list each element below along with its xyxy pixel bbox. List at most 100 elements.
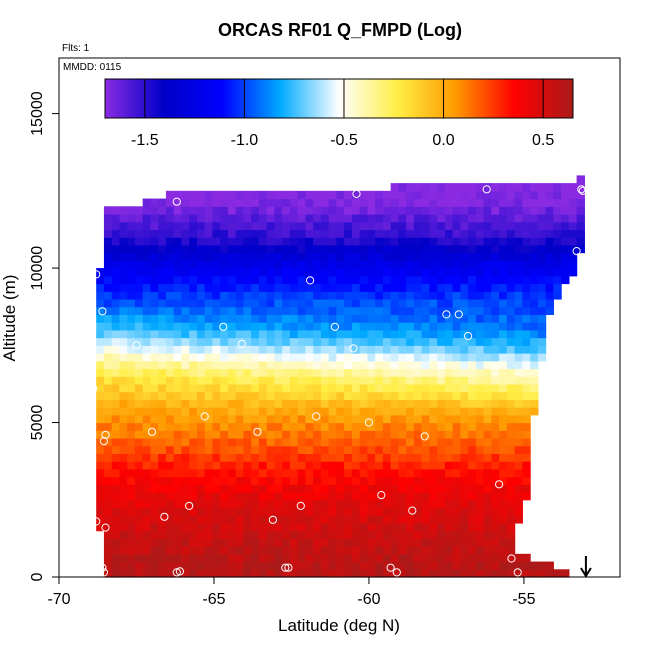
heatmap-cell [251,546,260,555]
heatmap-cell [266,492,276,501]
heatmap-cell [483,252,492,261]
heatmap-cell [173,391,183,400]
heatmap-cell [282,337,291,346]
heatmap-cell [313,383,322,393]
heatmap-cell [165,553,175,563]
heatmap-cell [305,538,314,547]
heatmap-cell [305,546,314,555]
heatmap-cell [173,546,183,555]
heatmap-cell [359,391,368,400]
heatmap-cell [483,553,492,563]
heatmap-cell [320,275,330,285]
heatmap-cell [305,492,314,501]
heatmap-cell [328,244,337,254]
heatmap-cell [522,244,531,254]
heatmap-cell [204,368,214,377]
heatmap-cell [475,383,485,393]
heatmap-cell [251,414,260,424]
heatmap-cell [173,237,183,246]
heatmap-cell [452,298,461,308]
heatmap-cell [297,407,307,416]
heatmap-cell [328,376,337,385]
heatmap-cell [220,453,229,462]
heatmap-cell [499,553,508,563]
heatmap-cell [313,345,322,354]
heatmap-cell [103,476,113,485]
heatmap-cell [568,183,578,192]
heatmap-cell [297,561,307,570]
heatmap-cell [111,468,121,478]
heatmap-cell [119,476,128,485]
heatmap-cell [196,353,206,362]
heatmap-cell [127,507,136,516]
heatmap-cell [406,283,415,292]
heatmap-cell [506,453,516,462]
heatmap-cell [483,515,492,524]
heatmap-cell [297,275,307,285]
heatmap-cell [274,391,283,400]
heatmap-cell [165,314,175,323]
heatmap-cell [220,391,229,400]
heatmap-cell [530,360,539,370]
heatmap-cell [367,214,376,223]
heatmap-cell [103,468,113,478]
heatmap-cell [204,538,214,547]
heatmap-cell [111,337,121,346]
heatmap-cell [359,291,368,300]
heatmap-cell [390,430,399,439]
heatmap-cell [444,337,454,346]
heatmap-cell [289,391,299,400]
heatmap-cell [359,345,368,354]
heatmap-cell [111,538,121,547]
heatmap-cell [344,391,353,400]
heatmap-cell [398,445,407,455]
heatmap-cell [127,291,136,300]
heatmap-cell [491,422,500,431]
heatmap-cell [282,492,291,501]
heatmap-cell [506,383,516,393]
heatmap-cell [235,399,245,408]
heatmap-cell [545,283,554,292]
heatmap-cell [382,329,392,339]
heatmap-cell [173,190,183,200]
heatmap-cell [212,322,221,331]
heatmap-cell [351,329,361,339]
observation-point [98,563,107,572]
heatmap-cell [111,260,121,269]
heatmap-cell [421,407,430,416]
heatmap-cell [227,237,237,246]
heatmap-cell [506,229,516,238]
heatmap-cell [297,492,307,501]
heatmap-cell [243,221,252,231]
heatmap-cell [499,322,508,331]
heatmap-cell [181,522,190,532]
heatmap-cell [305,407,314,416]
heatmap-cell [235,391,245,400]
heatmap-cell [165,214,175,223]
heatmap-cell [212,445,221,455]
heatmap-cell [212,414,221,424]
heatmap-cell [514,268,523,277]
heatmap-cell [165,422,175,431]
heatmap-cell [189,530,198,539]
heatmap-cell [359,306,368,316]
heatmap-cell [235,492,245,501]
heatmap-cell [134,484,144,493]
heatmap-cell [491,407,500,416]
heatmap-cell [204,291,214,300]
heatmap-cell [189,538,198,547]
heatmap-cell [483,206,492,215]
heatmap-cell [243,484,252,493]
heatmap-cell [142,453,152,462]
heatmap-cell [165,368,175,377]
heatmap-cell [499,360,508,370]
heatmap-cell [313,507,322,516]
heatmap-cell [127,515,136,524]
heatmap-cell [398,252,407,261]
heatmap-cell [119,399,128,408]
heatmap-cell [460,221,469,231]
heatmap-cell [413,206,423,215]
heatmap-cell [220,538,229,547]
heatmap-cell [181,538,190,547]
heatmap-cell [375,314,384,323]
